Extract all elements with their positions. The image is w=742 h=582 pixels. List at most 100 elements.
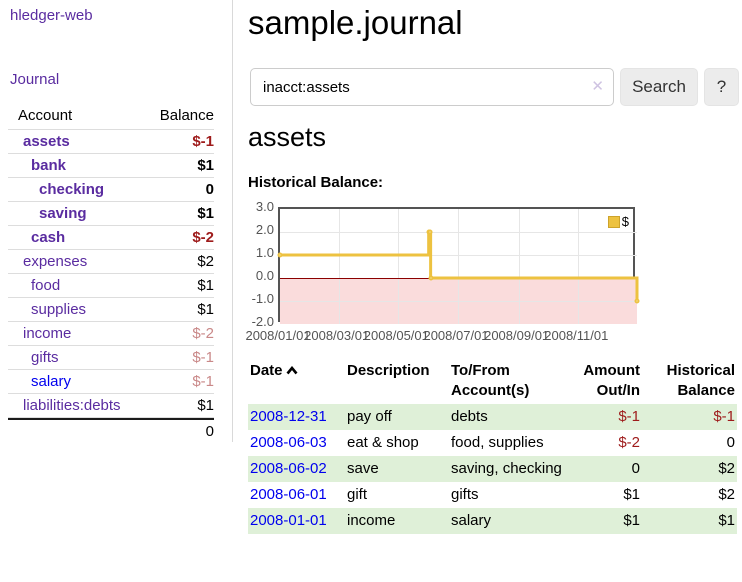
- account-row: saving $1: [8, 202, 214, 226]
- account-heading: assets: [248, 122, 327, 152]
- clear-search-icon[interactable]: ✕: [591, 78, 604, 95]
- x-axis-tick-label: 2008/07/01: [423, 328, 489, 343]
- search-button[interactable]: Search: [620, 68, 698, 106]
- transaction-date-link[interactable]: 2008-06-03: [250, 434, 327, 451]
- horizontal-gridline: [280, 232, 637, 233]
- account-row: bank $1: [8, 154, 214, 178]
- account-link[interactable]: income: [23, 325, 72, 342]
- transaction-amount: $-2: [618, 434, 640, 451]
- vertical-gridline: [458, 209, 459, 324]
- column-header-date[interactable]: Date: [248, 358, 345, 404]
- account-balance: $1: [197, 397, 214, 414]
- x-axis-tick-label: 2008/09/01: [484, 328, 550, 343]
- transaction-amount: $1: [623, 486, 640, 503]
- vertical-gridline: [398, 209, 400, 324]
- transaction-date-link[interactable]: 2008-01-01: [250, 512, 327, 529]
- transaction-description: save: [347, 460, 379, 477]
- account-balance: $-1: [192, 373, 214, 390]
- chart-legend: $: [607, 214, 629, 229]
- account-row: assets $-1: [8, 130, 214, 154]
- account-row: income $-2: [8, 322, 214, 346]
- balance-chart: $ 3.0 2.0 1.0 0.0 -1.0 -2.0 2008/01/01 2008/03/…: [245, 199, 742, 347]
- transaction-description: income: [347, 512, 396, 529]
- transaction-date-link[interactable]: 2008-06-01: [250, 486, 327, 503]
- account-row: supplies $1: [8, 298, 214, 322]
- brand-link[interactable]: hledger-web: [10, 7, 93, 24]
- y-axis-tick-label: 2.0: [255, 222, 274, 237]
- account-link[interactable]: supplies: [31, 301, 87, 318]
- chart-plot-area: $: [277, 207, 640, 324]
- sidebar-accounts-table: Account Balance assets $-1 bank $1 checking 0…: [8, 104, 214, 442]
- y-axis-tick-label: 0.0: [255, 268, 274, 283]
- transaction-accounts: gifts: [451, 486, 479, 503]
- transaction-balance: $1: [718, 512, 735, 529]
- account-link[interactable]: saving: [39, 205, 87, 222]
- balance-column-header: Balance: [159, 107, 214, 124]
- account-balance: $1: [197, 157, 214, 174]
- legend-swatch-icon: [607, 215, 620, 228]
- account-row: food $1: [8, 274, 214, 298]
- transaction-accounts: food, supplies: [451, 434, 544, 451]
- data-point-marker: [277, 252, 283, 258]
- column-header-balance: Historical Balance: [666, 362, 735, 399]
- transaction-amount: 0: [631, 460, 640, 477]
- transaction-accounts: debts: [451, 408, 488, 425]
- column-header-description: Description: [347, 362, 430, 379]
- transaction-description: gift: [347, 486, 368, 503]
- x-axis-tick-label: 2008/11/01: [544, 328, 609, 343]
- register-row: 2008-06-02 save saving, checking 0 $2: [248, 456, 737, 482]
- account-balance: $-2: [192, 325, 214, 342]
- transaction-date-link[interactable]: 2008-12-31: [250, 408, 327, 425]
- search-input[interactable]: [250, 68, 614, 106]
- column-header-accounts: To/From Account(s): [451, 362, 530, 399]
- account-link[interactable]: salary: [31, 373, 72, 390]
- vertical-gridline: [338, 209, 340, 324]
- transaction-balance: $2: [718, 460, 735, 477]
- balance-line: [280, 230, 639, 301]
- x-axis-tick-label: 2008/05/01: [363, 328, 429, 343]
- accounts-total-row: 0: [8, 418, 214, 442]
- transaction-balance: 0: [726, 434, 735, 451]
- account-link[interactable]: assets: [23, 133, 70, 150]
- transaction-amount: $-1: [618, 408, 640, 425]
- account-balance: $1: [197, 301, 214, 318]
- account-row: expenses $2: [8, 250, 214, 274]
- nav-journal-link[interactable]: Journal: [10, 71, 60, 88]
- x-axis-tick-label: 2008/01/01: [245, 328, 311, 343]
- transaction-accounts: salary: [451, 512, 492, 529]
- register-header-row: Date Description To/From Account(s) Amou…: [248, 358, 737, 404]
- transaction-description: eat & shop: [347, 434, 419, 451]
- chart-label: Historical Balance:: [248, 174, 384, 191]
- account-link[interactable]: liabilities:debts: [23, 397, 121, 414]
- legend-label: $: [621, 214, 629, 229]
- account-link[interactable]: checking: [39, 181, 105, 198]
- transaction-date-link[interactable]: 2008-06-02: [250, 460, 327, 477]
- search-field: ✕: [250, 68, 614, 106]
- account-row: salary $-1: [8, 370, 214, 394]
- account-balance: $-1: [192, 349, 214, 366]
- account-link[interactable]: food: [31, 277, 61, 294]
- account-link[interactable]: gifts: [31, 349, 59, 366]
- vertical-gridline: [578, 209, 580, 324]
- x-axis-tick-label: 2008/03/01: [304, 328, 370, 343]
- account-balance: $1: [197, 277, 214, 294]
- column-header-amount: Amount Out/In: [583, 362, 640, 399]
- sort-ascending-icon: [286, 365, 298, 375]
- data-point-marker: [427, 229, 433, 235]
- account-link[interactable]: cash: [31, 229, 66, 246]
- accounts-table-header: Account Balance: [8, 104, 214, 130]
- horizontal-gridline: [280, 301, 637, 302]
- register-row: 2008-01-01 income salary $1 $1: [248, 508, 737, 534]
- y-axis-tick-label: -1.0: [251, 291, 274, 306]
- transaction-balance: $-1: [713, 408, 735, 425]
- account-link[interactable]: expenses: [23, 253, 88, 270]
- account-row: cash $-2: [8, 226, 214, 250]
- account-link[interactable]: bank: [31, 157, 67, 174]
- account-balance: $2: [197, 253, 214, 270]
- account-balance: $1: [197, 205, 214, 222]
- accounts-total-value: 0: [205, 423, 214, 440]
- register-row: 2008-12-31 pay off debts $-1 $-1: [248, 404, 737, 430]
- help-button[interactable]: ?: [704, 68, 739, 106]
- register-row: 2008-06-03 eat & shop food, supplies $-2 0: [248, 430, 737, 456]
- vertical-gridline: [518, 209, 520, 324]
